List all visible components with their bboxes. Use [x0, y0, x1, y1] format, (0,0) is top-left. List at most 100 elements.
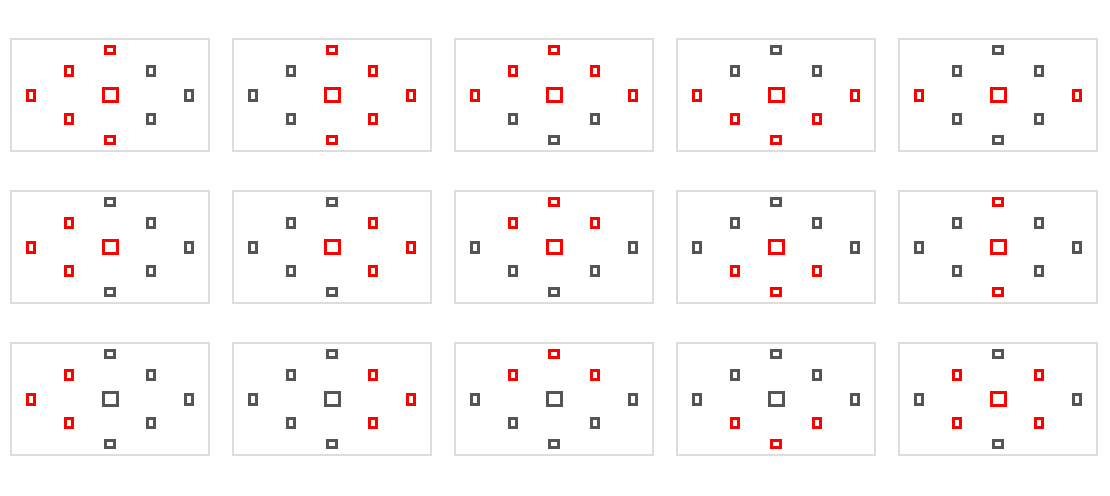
- focus-point-left-inactive: [248, 88, 258, 102]
- focus-point-bottom-inactive: [326, 439, 338, 449]
- focus-point-lower-right-inactive: [146, 417, 156, 429]
- focus-point-left-inactive: [914, 392, 924, 406]
- focus-point-upper-right-active: [590, 217, 600, 229]
- focus-point-upper-left-active: [508, 369, 518, 381]
- focus-point-top-active: [992, 197, 1004, 207]
- focus-panel-5: [898, 38, 1098, 152]
- focus-point-bottom-inactive: [992, 135, 1004, 145]
- focus-point-lower-right-active: [1034, 417, 1044, 429]
- focus-point-top-active: [548, 197, 560, 207]
- focus-point-lower-left-active: [64, 417, 74, 429]
- focus-point-lower-left-inactive: [286, 417, 296, 429]
- focus-point-lower-left-inactive: [508, 417, 518, 429]
- focus-point-left-inactive: [470, 392, 480, 406]
- focus-panel-1: [10, 38, 210, 152]
- focus-point-upper-right-active: [368, 65, 378, 77]
- focus-point-left-inactive: [914, 240, 924, 254]
- focus-point-center-active: [545, 239, 563, 255]
- focus-point-top-active: [548, 349, 560, 359]
- focus-point-top-inactive: [770, 45, 782, 55]
- focus-point-lower-right-active: [812, 113, 822, 125]
- focus-panel-4: [676, 38, 876, 152]
- focus-point-center-active: [767, 239, 785, 255]
- focus-point-bottom-inactive: [548, 135, 560, 145]
- focus-point-top-inactive: [992, 45, 1004, 55]
- focus-panel-3: [454, 38, 654, 152]
- focus-point-top-active: [104, 45, 116, 55]
- focus-point-upper-left-active: [508, 217, 518, 229]
- focus-point-upper-right-active: [368, 217, 378, 229]
- focus-point-upper-right-active: [590, 369, 600, 381]
- focus-point-lower-left-active: [730, 417, 740, 429]
- focus-point-bottom-active: [992, 287, 1004, 297]
- focus-point-center-active: [101, 87, 119, 103]
- focus-point-upper-left-active: [952, 369, 962, 381]
- focus-point-center-active: [767, 87, 785, 103]
- focus-point-center-active: [989, 391, 1007, 407]
- focus-point-bottom-active: [104, 135, 116, 145]
- focus-point-upper-left-active: [64, 217, 74, 229]
- focus-point-lower-left-inactive: [508, 265, 518, 277]
- focus-point-upper-right-inactive: [812, 65, 822, 77]
- focus-point-top-inactive: [992, 349, 1004, 359]
- focus-point-top-inactive: [326, 197, 338, 207]
- focus-point-right-active: [406, 392, 416, 406]
- focus-point-bottom-inactive: [992, 439, 1004, 449]
- focus-point-right-inactive: [628, 240, 638, 254]
- focus-point-upper-left-inactive: [952, 65, 962, 77]
- focus-point-bottom-inactive: [548, 439, 560, 449]
- focus-point-lower-right-inactive: [1034, 113, 1044, 125]
- focus-point-left-inactive: [692, 392, 702, 406]
- focus-point-bottom-active: [770, 439, 782, 449]
- focus-point-top-inactive: [104, 197, 116, 207]
- focus-point-right-inactive: [628, 392, 638, 406]
- focus-point-bottom-inactive: [326, 287, 338, 297]
- focus-point-left-active: [914, 88, 924, 102]
- focus-point-lower-right-inactive: [590, 265, 600, 277]
- focus-point-center-active: [101, 239, 119, 255]
- focus-point-lower-left-active: [952, 417, 962, 429]
- focus-point-upper-left-active: [64, 65, 74, 77]
- focus-panel-12: [232, 342, 432, 456]
- focus-panel-15: [898, 342, 1098, 456]
- focus-panel-8: [454, 190, 654, 304]
- focus-point-upper-right-inactive: [146, 65, 156, 77]
- focus-point-bottom-inactive: [104, 287, 116, 297]
- focus-point-upper-left-inactive: [286, 369, 296, 381]
- focus-point-upper-left-inactive: [952, 217, 962, 229]
- focus-point-lower-left-inactive: [286, 265, 296, 277]
- focus-point-lower-right-active: [368, 417, 378, 429]
- focus-point-center-inactive: [101, 391, 119, 407]
- focus-point-lower-right-active: [368, 265, 378, 277]
- focus-point-right-inactive: [850, 240, 860, 254]
- focus-point-lower-left-inactive: [952, 265, 962, 277]
- focus-point-top-inactive: [326, 349, 338, 359]
- focus-panel-9: [676, 190, 876, 304]
- focus-point-center-inactive: [545, 391, 563, 407]
- focus-point-right-inactive: [184, 240, 194, 254]
- focus-point-right-inactive: [184, 88, 194, 102]
- focus-panel-14: [676, 342, 876, 456]
- focus-point-lower-right-inactive: [590, 417, 600, 429]
- focus-point-lower-right-inactive: [146, 265, 156, 277]
- focus-point-upper-right-active: [590, 65, 600, 77]
- focus-panel-11: [10, 342, 210, 456]
- focus-panel-10: [898, 190, 1098, 304]
- focus-point-top-inactive: [104, 349, 116, 359]
- focus-point-right-inactive: [1072, 392, 1082, 406]
- focus-point-bottom-active: [770, 135, 782, 145]
- focus-point-lower-left-inactive: [286, 113, 296, 125]
- focus-point-upper-right-active: [368, 369, 378, 381]
- focus-point-center-active: [323, 239, 341, 255]
- focus-point-lower-right-inactive: [1034, 265, 1044, 277]
- focus-point-center-inactive: [323, 391, 341, 407]
- focus-point-top-inactive: [770, 349, 782, 359]
- focus-point-lower-right-active: [368, 113, 378, 125]
- focus-point-upper-right-inactive: [1034, 217, 1044, 229]
- focus-point-lower-left-active: [730, 265, 740, 277]
- focus-point-top-active: [548, 45, 560, 55]
- focus-point-top-inactive: [770, 197, 782, 207]
- focus-point-center-active: [323, 87, 341, 103]
- focus-point-right-inactive: [184, 392, 194, 406]
- focus-point-lower-left-inactive: [952, 113, 962, 125]
